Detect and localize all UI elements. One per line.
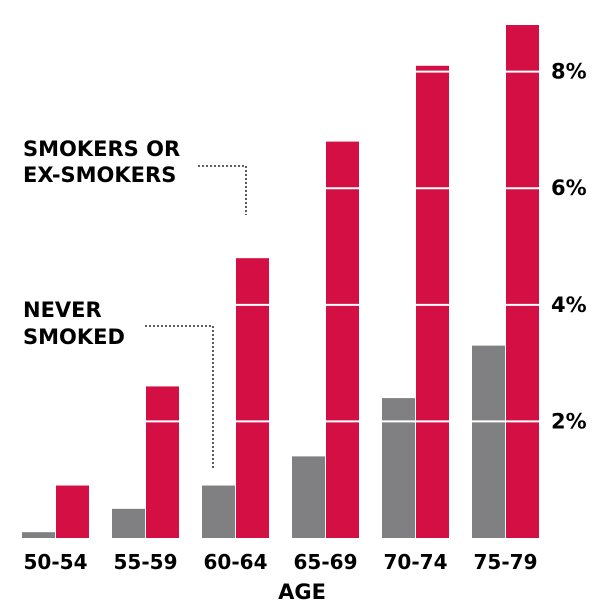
annotation-smokers-leader [198,165,247,215]
bar-smokers-55-59 [146,386,179,538]
bar-never-smoked-55-59 [112,508,145,538]
bar-smokers-65-69 [326,141,359,538]
annotation-never-line2: SMOKED [23,325,125,349]
bar-never-smoked-70-74 [382,398,415,538]
y-tick-label-6: 6% [551,176,587,200]
bar-never-smoked-60-64 [202,485,235,538]
x-tick-label-55-59: 55-59 [114,550,178,574]
y-tick-label-8: 8% [551,60,587,84]
x-tick-labels: 50-54 55-59 60-64 65-69 70-74 75-79 [24,550,538,574]
bar-smokers-75-79 [506,25,539,538]
x-tick-label-75-79: 75-79 [474,550,538,574]
y-tick-labels: 2% 4% 6% 8% [551,60,587,434]
x-tick-label-50-54: 50-54 [24,550,88,574]
annotation-smokers-line1: SMOKERS OR [23,137,180,161]
bar-smokers-60-64 [236,258,269,538]
x-tick-label-65-69: 65-69 [294,550,358,574]
x-tick-label-70-74: 70-74 [384,550,448,574]
bar-never-smoked-65-69 [292,456,325,538]
bar-never-smoked-50-54 [22,532,55,538]
y-tick-label-4: 4% [551,293,587,317]
bar-smokers-70-74 [416,65,449,538]
bar-never-smoked-75-79 [472,345,505,538]
bar-smokers-50-54 [56,485,89,538]
x-axis-title: AGE [278,580,326,604]
annotation-smokers-line2: EX-SMOKERS [23,163,176,187]
annotation-never-line1: NEVER [23,298,102,322]
annotation-never-leader [145,325,214,470]
y-tick-label-2: 2% [551,409,587,433]
x-tick-label-60-64: 60-64 [204,550,268,574]
bars-layer [22,25,539,538]
